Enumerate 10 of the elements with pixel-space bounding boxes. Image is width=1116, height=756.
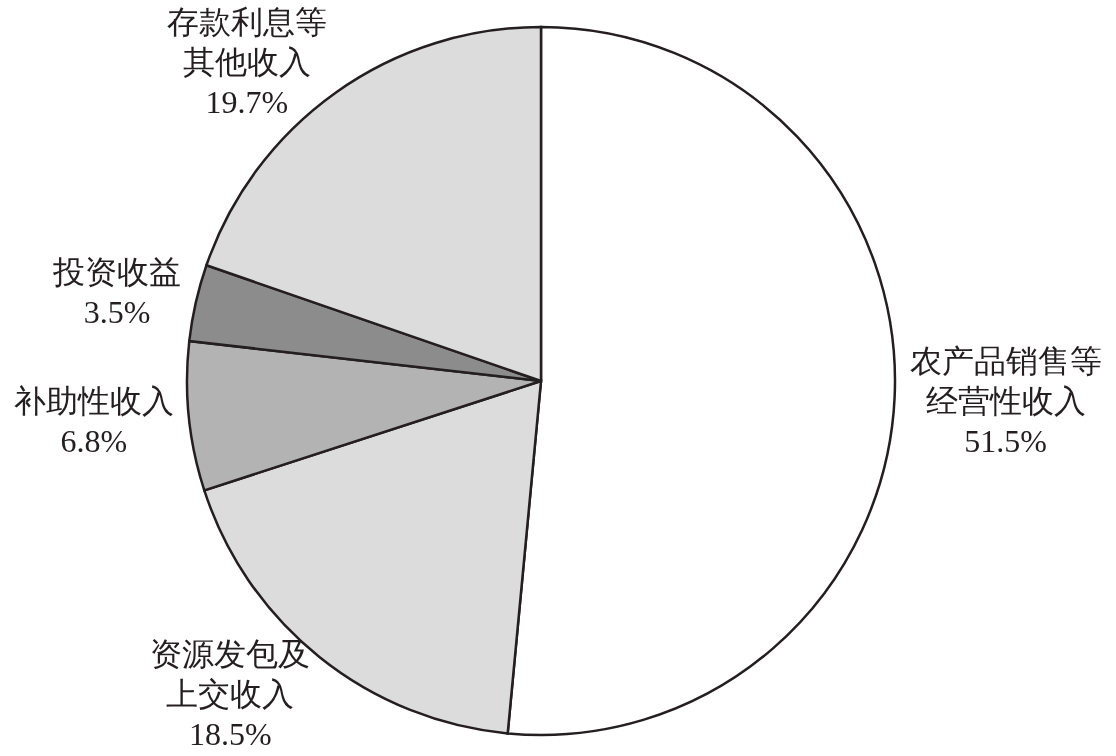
- slice-label: 存款利息等其他收入: [166, 4, 327, 80]
- slice-label: 投资收益: [52, 254, 182, 291]
- slice-label: 农产品销售等经营性收入: [909, 342, 1102, 419]
- data-label: 19.7%: [205, 84, 289, 120]
- slice-label: 资源发包及上交收入: [150, 636, 311, 712]
- data-label: 6.8%: [60, 423, 128, 460]
- data-label: 51.5%: [964, 422, 1047, 459]
- data-label: 3.5%: [83, 294, 151, 331]
- data-label: 18.5%: [188, 716, 272, 752]
- slice-label: 补助性收入: [13, 383, 174, 420]
